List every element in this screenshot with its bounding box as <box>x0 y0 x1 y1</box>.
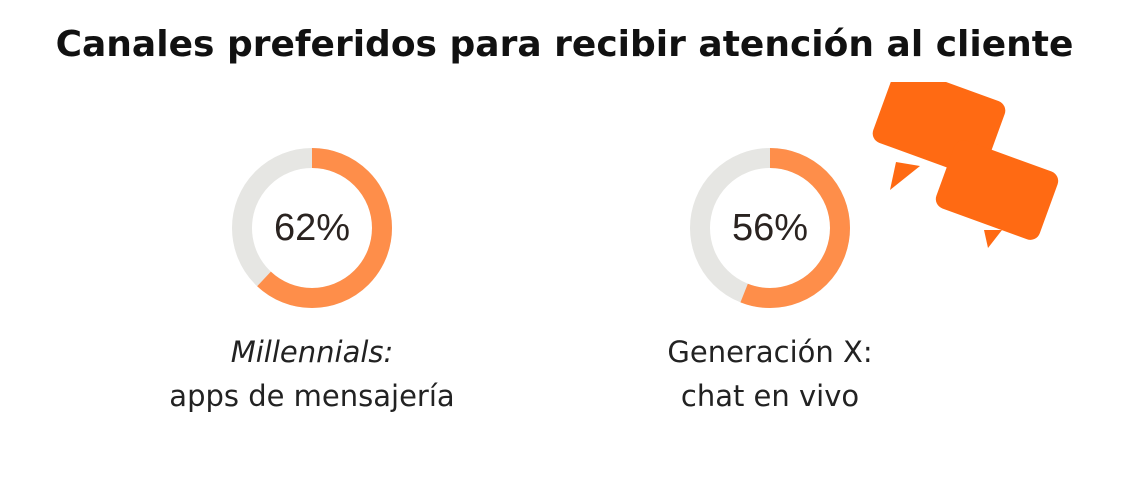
donut-svg <box>690 148 850 308</box>
donut-value-label: 62% <box>273 207 351 249</box>
segment-name: Generación X: <box>667 335 873 369</box>
donut-ring: 56% <box>688 146 852 310</box>
page-title: Canales preferidos para recibir atención… <box>55 24 1074 65</box>
chat-bubbles-svg <box>872 67 1059 248</box>
channel-name: chat en vivo <box>680 379 860 413</box>
donut-value-arc <box>690 148 850 308</box>
donut-chart-millennials: 62% Millennials: apps de mensajería <box>142 146 482 418</box>
segment-name: Millennials: <box>230 335 394 369</box>
donut-ring: 62% <box>230 146 394 310</box>
chat-bubble-front <box>935 140 1059 248</box>
donut-chart-generacion-x: 56% Generación X: chat en vivo <box>600 146 940 418</box>
donut-value-arc <box>232 148 392 308</box>
donut-svg <box>232 148 392 308</box>
chat-bubbles-icon <box>862 67 1062 266</box>
donut-value-label: 56% <box>731 207 809 249</box>
channel-name: apps de mensajería <box>169 379 455 413</box>
